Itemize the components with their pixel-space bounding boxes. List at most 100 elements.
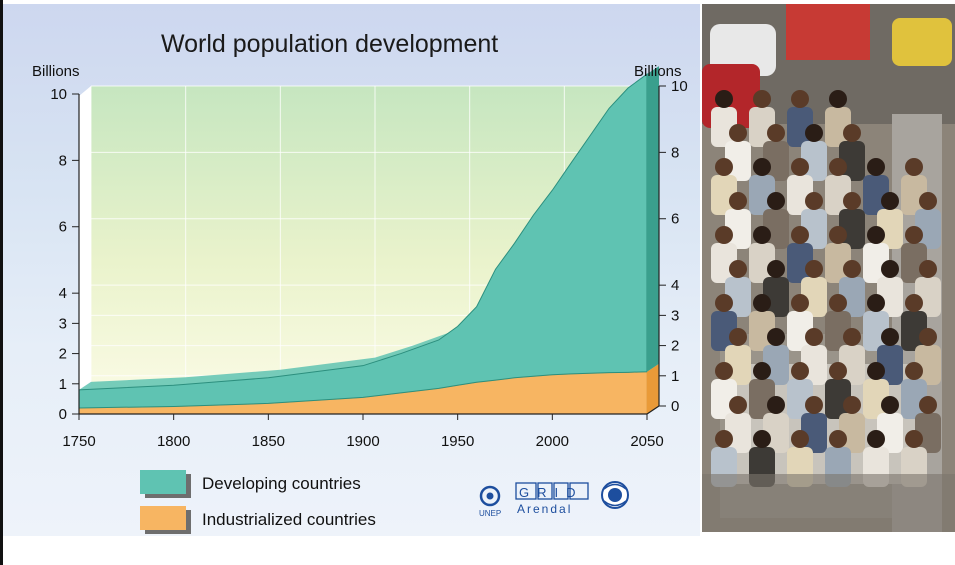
area-endcap-0 [647,363,659,414]
person-head [905,362,923,380]
person-head [715,90,733,108]
x-tick-label: 1900 [346,433,379,450]
legend: Developing countries Industrialized coun… [140,470,376,534]
grid-logo-text: GRID [519,485,584,500]
person-head [867,226,885,244]
x-tick-label: 1800 [157,433,190,450]
y-tick-label-left: 0 [59,406,67,423]
person-head [753,362,771,380]
legend-swatch-industrialized [140,506,186,530]
photo-illustration-icon [702,4,955,532]
x-tick-label: 1950 [441,433,474,450]
person-head [843,396,861,414]
person-head [791,226,809,244]
x-tick-labels: 1750 1800 1850 1900 1950 2000 2050 [62,433,663,450]
person-head [829,90,847,108]
person-head [905,294,923,312]
area-series [78,66,659,415]
person-head [843,192,861,210]
person-head [843,260,861,278]
person-head [791,158,809,176]
y-tick-label-right: 0 [671,398,679,415]
person-head [715,362,733,380]
person-head [729,328,747,346]
population-chart: World population development Billions Bi… [32,30,688,534]
person-head [829,158,847,176]
person-head [791,430,809,448]
y-tick-label-left: 6 [59,219,67,236]
person-head [905,430,923,448]
x-tick-label: 2050 [630,433,663,450]
person-head [881,192,899,210]
y-axis-label-left: Billions [32,63,80,80]
person-head [829,226,847,244]
y-tick-label-right: 3 [671,307,679,324]
person-head [919,328,937,346]
y-tick-label-left: 2 [59,346,67,363]
y-tick-label-right: 6 [671,211,679,228]
y-tick-label-left: 4 [59,285,67,302]
person-head [843,124,861,142]
y-tick-label-right: 2 [671,338,679,355]
person-head [829,294,847,312]
person-head [791,362,809,380]
grid-logo-box [537,482,553,500]
plot-left-wall [79,86,91,414]
y-tick-label-right: 10 [671,78,688,95]
logo-group: UNEP GRID Arendal [479,481,629,518]
person-head [867,294,885,312]
person-head [805,192,823,210]
axes [72,85,666,420]
person-head [715,226,733,244]
chart-title: World population development [161,30,498,58]
person-head [729,124,747,142]
person-head [767,396,785,414]
person-head [829,362,847,380]
person-head [729,396,747,414]
person-head [767,328,785,346]
person-head [881,396,899,414]
person-head [867,362,885,380]
unep-label: UNEP [479,509,501,518]
person-head [919,396,937,414]
person-head [791,294,809,312]
person-head [715,158,733,176]
unep-logo-icon [486,492,494,500]
legend-label-developing: Developing countries [202,474,361,493]
y-tick-label-left: 1 [59,376,67,393]
person-head [715,294,733,312]
grid-logo-box [569,482,589,500]
person-head [791,90,809,108]
person-head [919,260,937,278]
y-tick-labels-left: 0 1 2 3 4 6 8 10 [50,86,67,423]
x-tick-label: 2000 [536,433,569,450]
y-tick-label-left: 8 [59,152,67,169]
person-head [805,124,823,142]
person-head [805,328,823,346]
person-head [729,192,747,210]
un-emblem-icon [603,483,627,507]
person-head [715,430,733,448]
x-axis-depth [646,405,660,415]
person-head [767,124,785,142]
person-head [767,260,785,278]
person-head [753,90,771,108]
person-head [805,260,823,278]
person-head [905,226,923,244]
chart-panel: World population development Billions Bi… [3,4,700,536]
person-head [753,158,771,176]
x-tick-label: 1850 [252,433,285,450]
person-head [753,226,771,244]
area-endcap-1 [647,66,659,372]
un-emblem-icon [608,488,622,502]
person-head [881,328,899,346]
grid-logo-box [515,482,537,500]
person-head [729,260,747,278]
crowded-bus-photo [702,4,955,532]
y-axis-label-right: Billions [634,63,682,80]
y-tick-label-right: 1 [671,368,679,385]
person-head [767,192,785,210]
person-head [881,260,899,278]
y-tick-label-left: 3 [59,315,67,332]
person-head [753,294,771,312]
